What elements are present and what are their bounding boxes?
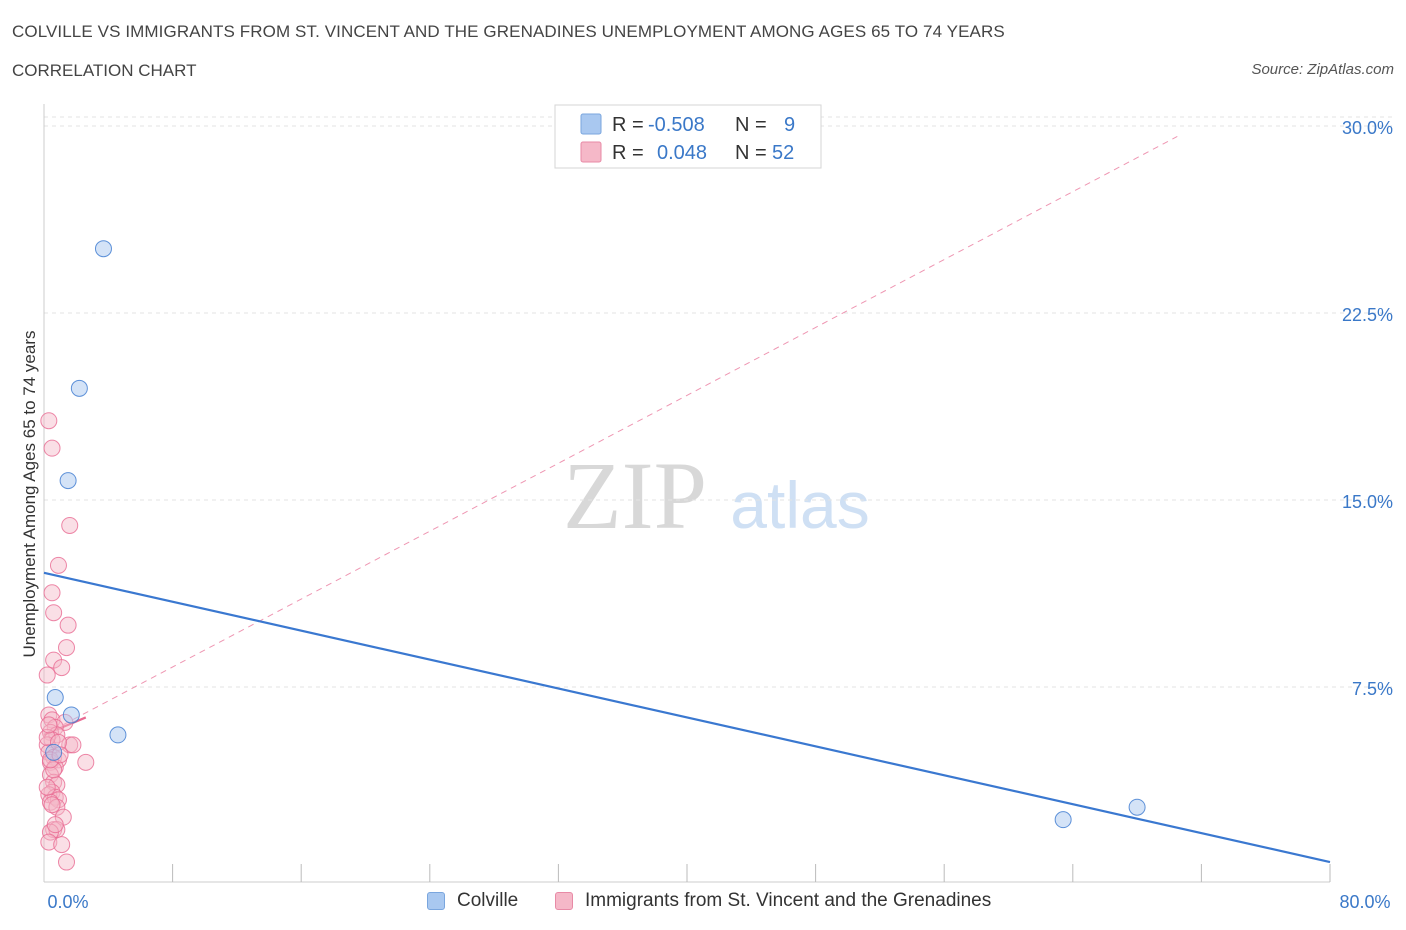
legend-r-value-2: 0.048: [657, 142, 707, 164]
legend-n-label-1: N =: [735, 114, 767, 136]
y-tick-labels: 7.5% 15.0% 22.5% 30.0%: [1342, 118, 1393, 699]
data-point-svg: [45, 604, 63, 622]
bottom-legend: Colville Immigrants from St. Vincent and…: [0, 890, 1406, 916]
legend-r-value-1: -0.508: [648, 114, 705, 136]
data-point-colville: [62, 706, 80, 724]
data-point-svg: [59, 616, 77, 634]
data-point-svg: [77, 753, 95, 771]
legend-n-label-2: N =: [735, 142, 767, 164]
data-point-svg: [58, 853, 76, 871]
trend-line-svg-extended: [43, 136, 1178, 736]
data-points: [38, 240, 1146, 871]
data-point-svg: [43, 796, 61, 814]
data-point-svg: [40, 833, 58, 851]
data-point-svg: [45, 761, 63, 779]
data-point-svg: [53, 836, 71, 854]
data-point-colville: [59, 472, 77, 490]
legend-swatch-colville: [580, 113, 602, 135]
data-point-colville: [109, 726, 127, 744]
data-point-colville: [1128, 798, 1146, 816]
data-point-svg: [43, 584, 61, 602]
data-point-colville: [1054, 811, 1072, 829]
legend-swatch-svg: [580, 141, 602, 163]
x-tick-label-min: 0.0%: [47, 892, 88, 912]
bottom-legend-swatch-colville: [427, 892, 445, 910]
data-point-svg: [40, 412, 58, 430]
data-point-svg: [46, 816, 64, 834]
x-tick-label-max: 80.0%: [1339, 892, 1390, 912]
data-point-svg: [53, 659, 71, 677]
data-point-svg: [48, 798, 66, 816]
watermark-zip: ZIP: [563, 442, 707, 549]
y-tick-label: 22.5%: [1342, 305, 1393, 325]
y-tick-label: 15.0%: [1342, 492, 1393, 512]
grid-lines: [44, 116, 1392, 688]
data-point-svg: [38, 666, 56, 684]
data-point-colville: [46, 688, 64, 706]
legend-r-label-1: R =: [612, 114, 644, 136]
x-ticks: [172, 864, 1331, 882]
legend-r-label-2: R =: [612, 142, 644, 164]
y-tick-label: 30.0%: [1342, 118, 1393, 138]
data-point-svg: [58, 639, 76, 657]
bottom-legend-label-svg: Immigrants from St. Vincent and the Gren…: [585, 890, 992, 911]
bottom-legend-svg: Immigrants from St. Vincent and the Gren…: [555, 890, 991, 912]
data-point-svg: [61, 516, 79, 534]
bottom-legend-label-colville: Colville: [457, 890, 519, 911]
watermark-atlas: atlas: [730, 468, 869, 542]
chart-title: COLVILLE VS IMMIGRANTS FROM ST. VINCENT …: [12, 22, 1005, 41]
data-point-colville: [45, 743, 63, 761]
data-point-colville: [94, 240, 112, 258]
legend-n-value-2: 52: [772, 142, 794, 164]
chart-subtitle: CORRELATION CHART: [12, 61, 197, 80]
trend-line-colville: [43, 571, 1331, 864]
bottom-legend-swatch-svg: [555, 892, 573, 910]
source-label: Source: ZipAtlas.com: [1251, 61, 1394, 78]
y-tick-label: 7.5%: [1352, 679, 1393, 699]
bottom-legend-colville: Colville: [427, 890, 518, 912]
data-point-svg: [40, 716, 58, 734]
data-point-svg: [38, 728, 56, 746]
data-point-svg: [43, 439, 61, 457]
data-point-svg: [49, 556, 67, 574]
legend: R = -0.508 N = 9 R = 0.048 N = 52: [554, 104, 822, 169]
data-point-svg: [38, 778, 56, 796]
legend-n-value-1: 9: [784, 114, 795, 136]
data-point-colville: [70, 379, 88, 397]
data-point-svg: [64, 736, 82, 754]
